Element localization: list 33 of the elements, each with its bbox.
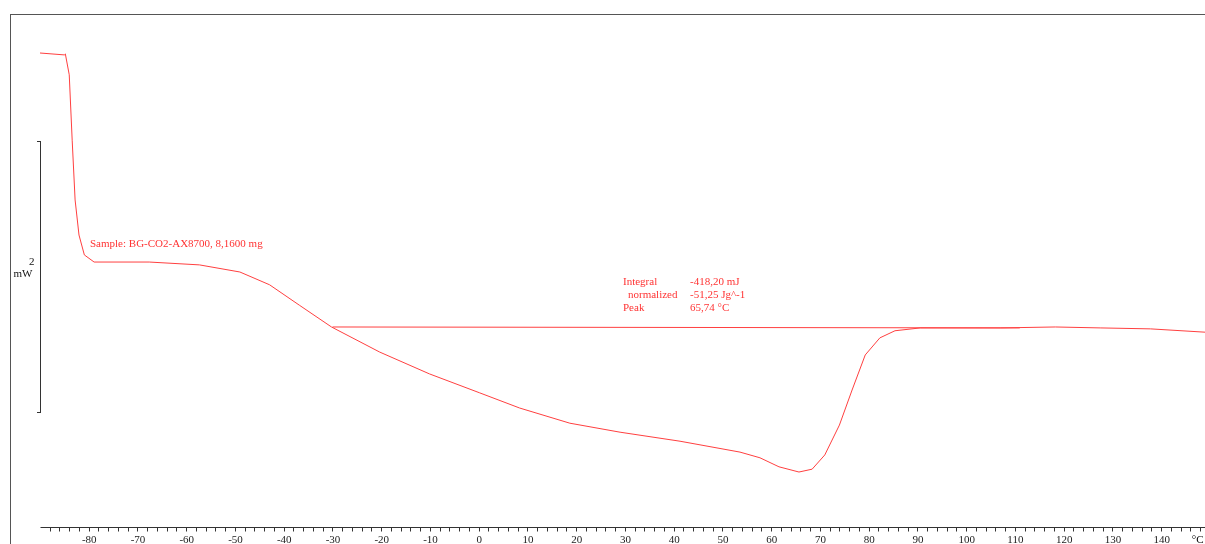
x-tick-label: -40 <box>276 532 293 544</box>
x-tick-label: 20 <box>571 532 583 544</box>
x-tick-label: -80 <box>81 532 98 544</box>
x-tick-label: 30 <box>619 532 632 544</box>
text: 2 <box>29 255 35 267</box>
x-tick-label: 130 <box>1104 532 1122 544</box>
x-axis-title: °C <box>1191 532 1204 544</box>
y-axis-title: mW <box>13 266 34 279</box>
x-tick-label: 110 <box>1007 532 1024 544</box>
x-tick-label: 70 <box>814 532 827 544</box>
annotation: -418,20 mJ <box>690 275 740 287</box>
x-tick-label: 40 <box>668 532 681 544</box>
x-tick-label: 90 <box>912 532 924 544</box>
x-tick-label: -60 <box>179 532 195 544</box>
annotation: Integral <box>623 275 658 287</box>
x-tick-label: 50 <box>717 532 729 544</box>
x-tick-label: -30 <box>325 532 341 544</box>
annotation: 65,74 °C <box>690 301 730 313</box>
x-tick-label: 120 <box>1055 532 1073 544</box>
annotation: -51,25 Jg^-1 <box>690 288 746 300</box>
x-tick-label: 80 <box>863 532 876 544</box>
annotation: normalized <box>628 288 678 300</box>
x-tick-label: 0 <box>476 532 483 544</box>
x-tick-label: -50 <box>228 532 244 544</box>
x-tick-label: -20 <box>374 532 390 544</box>
x-tick-label: -70 <box>130 532 146 544</box>
x-tick-label: 100 <box>958 532 976 544</box>
x-tick-label: 10 <box>522 532 534 544</box>
x-tick-label: -10 <box>423 532 439 544</box>
annotation: Peak <box>623 301 645 313</box>
annotation: Sample: BG-CO2-AX8700, 8,1600 mg <box>90 237 263 249</box>
x-tick-label: 60 <box>766 532 778 544</box>
x-tick-label: 140 <box>1153 532 1171 544</box>
